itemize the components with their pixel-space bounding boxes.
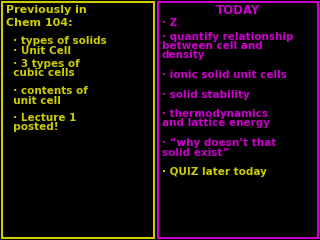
Text: · Lecture 1: · Lecture 1 xyxy=(6,113,76,123)
Text: unit cell: unit cell xyxy=(6,96,61,106)
Text: · Z: · Z xyxy=(162,18,177,28)
Text: · contents of: · contents of xyxy=(6,86,88,96)
Text: solid exist”: solid exist” xyxy=(162,148,229,157)
Text: density: density xyxy=(162,50,205,60)
Text: · 3 types of: · 3 types of xyxy=(6,59,80,69)
Text: and lattice energy: and lattice energy xyxy=(162,119,270,128)
Text: TODAY: TODAY xyxy=(216,4,260,17)
Text: · thermodynamics: · thermodynamics xyxy=(162,109,268,119)
Text: · types of solids: · types of solids xyxy=(6,36,107,46)
Text: cubic cells: cubic cells xyxy=(6,68,75,78)
Bar xyxy=(158,2,318,238)
Text: Previously in
Chem 104:: Previously in Chem 104: xyxy=(6,5,87,28)
Text: · Unit Cell: · Unit Cell xyxy=(6,47,71,56)
Text: · solid stability: · solid stability xyxy=(162,90,250,100)
Text: · QUIZ later today: · QUIZ later today xyxy=(162,167,267,177)
Text: · quantify relationship: · quantify relationship xyxy=(162,31,293,42)
Text: between cell and: between cell and xyxy=(162,41,263,51)
Bar xyxy=(2,2,154,238)
Text: · “why doesn’t that: · “why doesn’t that xyxy=(162,138,276,148)
Text: · ionic solid unit cells: · ionic solid unit cells xyxy=(162,70,287,80)
Text: posted!: posted! xyxy=(6,122,59,132)
